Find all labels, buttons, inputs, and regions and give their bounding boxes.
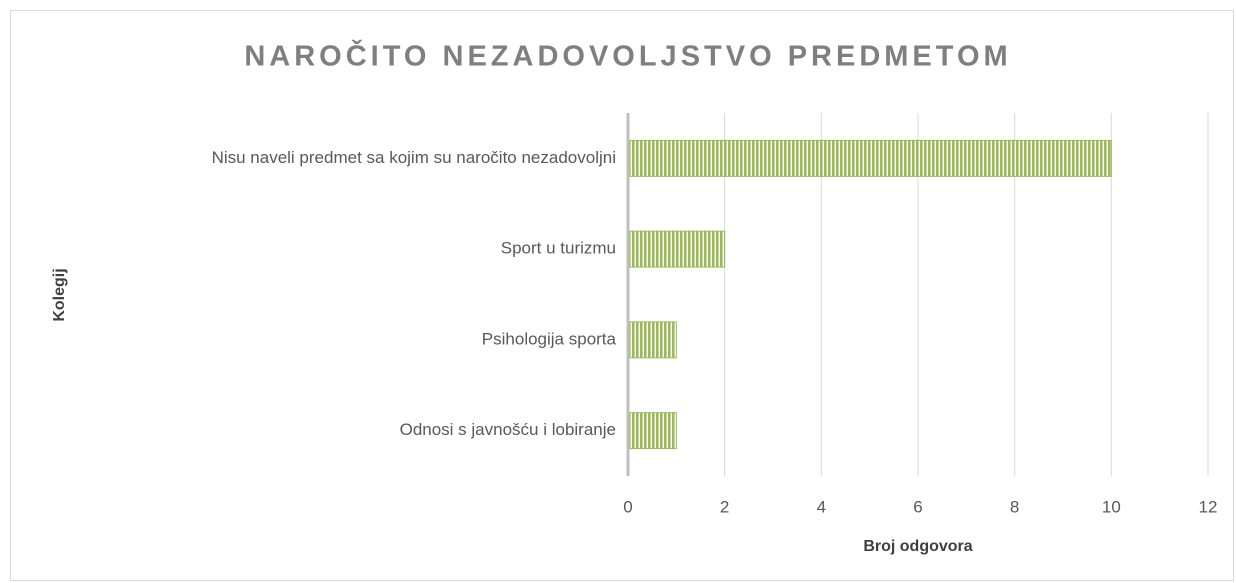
x-tick-label: 2 (720, 497, 729, 516)
y-tick-label: Psihologija sporta (482, 329, 617, 348)
y-axis-title: Kolegij (51, 268, 68, 321)
y-tick-label: Nisu naveli predmet sa kojim su naročito… (212, 148, 616, 167)
chart-border (10, 10, 1234, 581)
x-tick-label: 4 (817, 497, 826, 516)
x-tick-label: 0 (623, 497, 632, 516)
bar (627, 230, 726, 268)
y-tick-label: Sport u turizmu (501, 239, 616, 258)
bar (627, 321, 677, 359)
chart-title: NAROČITO NEZADOVOLJSTVO PREDMETOM (244, 39, 1011, 73)
x-tick-label: 10 (1102, 497, 1121, 516)
x-tick-label: 6 (913, 497, 922, 516)
bar (627, 139, 1112, 177)
x-tick-label: 12 (1199, 497, 1218, 516)
bar (627, 412, 677, 450)
x-axis-title: Broj odgovora (863, 538, 972, 555)
x-tick-label: 8 (1010, 497, 1019, 516)
y-tick-label: Odnosi s javnošću i lobiranje (400, 420, 616, 439)
